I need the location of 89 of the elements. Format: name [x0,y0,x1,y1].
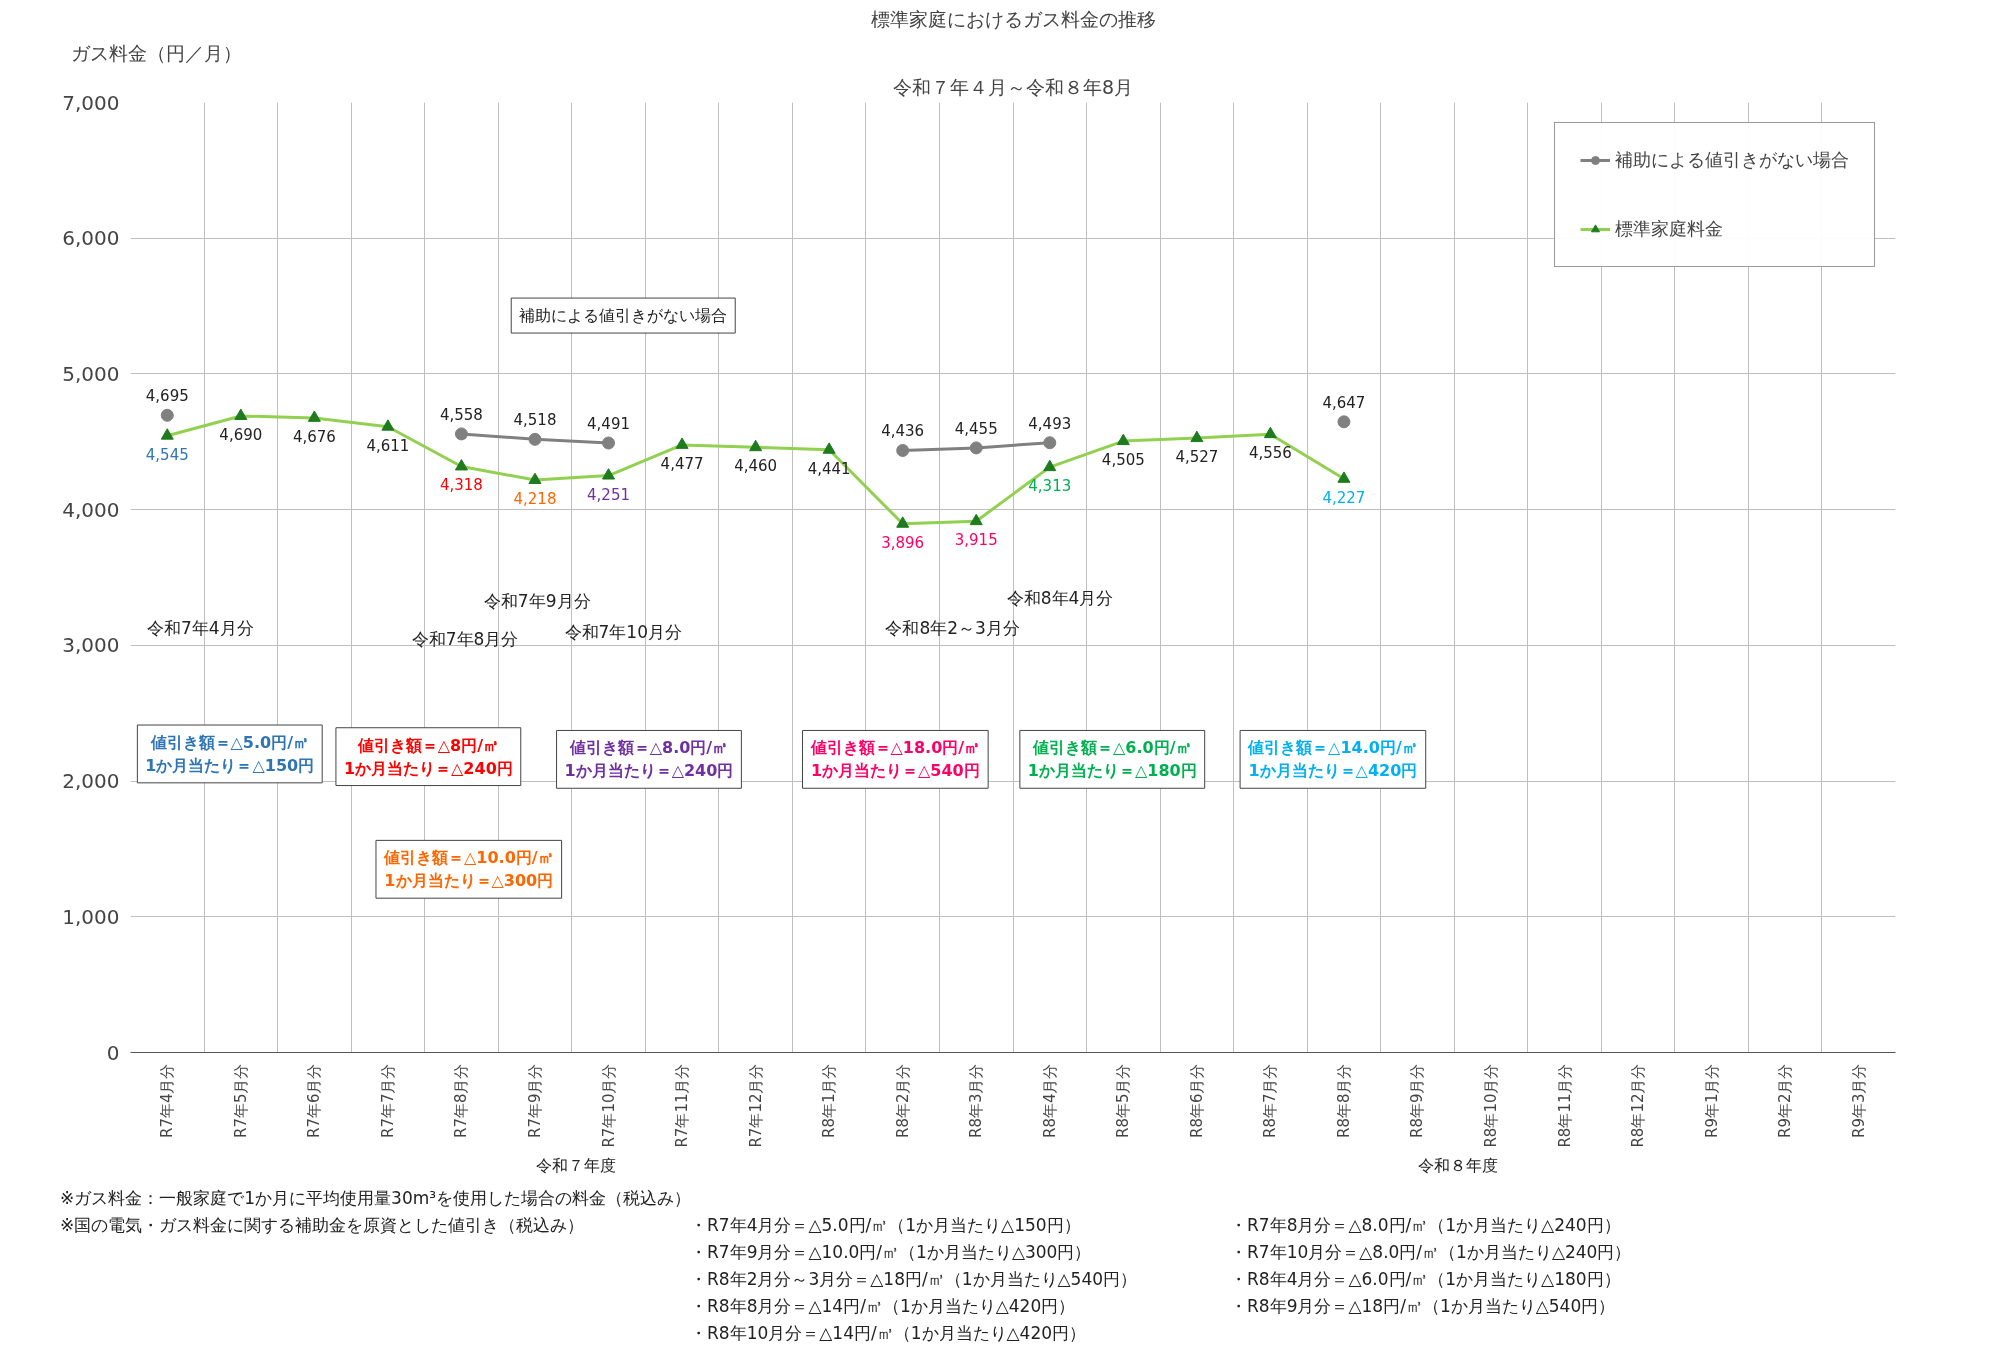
chart-title: 標準家庭におけるガス料金の推移 [870,7,1156,30]
annotation: 値引き額＝△6.0円/㎥ 1か月当たり＝△180円 [1027,738,1197,781]
data-label: 4,611 [366,436,410,455]
legend-label: 補助による値引きがない場合 [1615,148,1849,172]
text: 令和７年度 [536,1155,616,1177]
x-tick-label: R7年7月分 [378,1063,397,1139]
x-tick-label: R8年2月分 [893,1063,912,1139]
x-tick-label: R8年5月分 [1114,1063,1133,1139]
annotation: 令和7年8月分 [411,628,519,649]
text: ・R8年8月分＝△14円/㎥（1か月当たり△420円） [690,1295,1077,1318]
y-tick-label: 2,000 [62,769,120,794]
text: ・R8年9月分＝△18円/㎥（1か月当たり△540円） [1230,1295,1617,1318]
text: ・R7年4月分＝△5.0円/㎥（1か月当たり△150円） [690,1214,1082,1237]
data-label: 4,695 [145,387,189,406]
annotation: 値引き額＝△8円/㎥ 1か月当たり＝△240円 [343,735,513,778]
y-tick-label: 4,000 [62,497,120,522]
data-label: 4,518 [513,411,557,430]
annotation: 値引き額＝△14.0円/㎥ 1か月当たり＝△420円 [1247,738,1418,781]
x-tick-label: R8年1月分 [820,1063,839,1139]
data-label: 4,527 [1175,448,1219,467]
text: ・R8年4月分＝△6.0円/㎥（1か月当たり△180円） [1230,1268,1622,1291]
y-tick-label: 5,000 [62,361,120,386]
x-tick-label: R7年6月分 [305,1063,324,1139]
data-label: 4,455 [954,419,998,438]
annotation: 値引き額＝△10.0円/㎥ 1か月当たり＝△300円 [382,848,554,891]
text: ・R7年9月分＝△10.0円/㎥（1か月当たり△300円） [690,1241,1093,1264]
data-label: 4,227 [1322,488,1366,507]
annotation: 令和7年10月分 [564,621,682,642]
data-label: 4,676 [292,427,336,446]
data-label: 3,915 [954,531,998,550]
x-tick-label: R7年4月分 [158,1063,177,1139]
x-tick-label: R9年2月分 [1776,1063,1795,1139]
data-label: 3,896 [881,533,925,552]
data-label: 4,318 [439,476,483,495]
data-label: 4,647 [1322,393,1366,412]
data-label: 4,493 [1028,414,1072,433]
x-tick-label: R8年3月分 [967,1063,986,1139]
x-tick-label: R8年12月分 [1629,1063,1648,1148]
annotation: 令和8年2～3月分 [885,617,1020,638]
data-label: 4,441 [807,459,851,478]
data-label: 4,558 [439,405,483,424]
text: ・R7年8月分＝△8.0円/㎥（1か月当たり△240円） [1230,1214,1622,1237]
data-label: 4,505 [1101,451,1145,470]
y-tick-label: 1,000 [62,904,120,929]
data-label: 4,436 [881,422,925,441]
x-tick-label: R9年1月分 [1702,1063,1721,1139]
annotation: 令和7年4月分 [147,617,254,638]
x-tick-label: R8年6月分 [1187,1063,1206,1139]
x-tick-label: R8年4月分 [1040,1063,1059,1139]
chart-subtitle: 令和７年４月～令和８年8月 [892,75,1134,98]
x-tick-label: R7年8月分 [452,1063,471,1139]
data-label: 4,477 [660,454,704,473]
data-label: 4,460 [734,457,778,476]
annotation: 値引き額＝△8.0円/㎥ 1か月当たり＝△240円 [564,738,734,781]
annotation: 令和7年9月分 [483,590,591,611]
y-tick-label: 0 [106,1040,120,1065]
data-label: 4,491 [587,415,630,434]
y-tick-label: 7,000 [62,90,120,115]
text: ・R8年2月分～3月分＝△18円/㎥（1か月当たり△540円） [690,1268,1139,1291]
x-tick-label: R7年5月分 [231,1063,250,1139]
data-label: 4,690 [219,426,263,444]
text: ・R8年10月分＝△14円/㎥（1か月当たり△420円） [690,1322,1088,1345]
x-tick-label: R7年10月分 [599,1063,618,1148]
annotation: 値引き額＝△5.0円/㎥ 1か月当たり＝△150円 [145,733,315,775]
data-label: 4,556 [1248,444,1292,463]
text: ・R7年10月分＝△8.0円/㎥（1か月当たり△240円） [1230,1241,1633,1264]
y-tick-label: 3,000 [62,633,120,658]
data-label: 4,251 [587,485,630,504]
annotation: 値引き額＝△18.0円/㎥ 1か月当たり＝△540円 [809,738,981,781]
x-tick-label: R8年9月分 [1408,1063,1427,1139]
x-tick-label: R8年7月分 [1261,1063,1280,1139]
x-tick-label: R9年3月分 [1849,1063,1868,1139]
text: ※ガス料金：一般家庭で1か月に平均使用量30m³を使用した場合の料金（税込み） [60,1187,693,1210]
text: ※国の電気・ガス料金に関する補助金を原資とした値引き（税込み） [60,1215,585,1235]
data-label: 4,313 [1028,477,1072,496]
y-tick-label: 6,000 [62,226,120,251]
x-tick-label: R7年9月分 [525,1063,544,1139]
x-tick-label: R8年11月分 [1555,1063,1574,1148]
data-label: 4,218 [513,490,557,509]
x-tick-label: R8年8月分 [1334,1063,1353,1139]
annotation: 補助による値引きがない場合 [519,306,728,326]
x-tick-label: R7年12月分 [746,1063,765,1148]
legend-label: 標準家庭料金 [1615,217,1723,241]
annotation: 令和8年4月分 [1006,587,1114,608]
data-label: 4,545 [145,445,189,464]
y-axis-title: ガス料金（円／月） [70,41,242,64]
text: 令和８年度 [1418,1155,1498,1177]
x-tick-label: R7年11月分 [673,1063,692,1148]
x-tick-label: R8年10月分 [1482,1063,1501,1148]
